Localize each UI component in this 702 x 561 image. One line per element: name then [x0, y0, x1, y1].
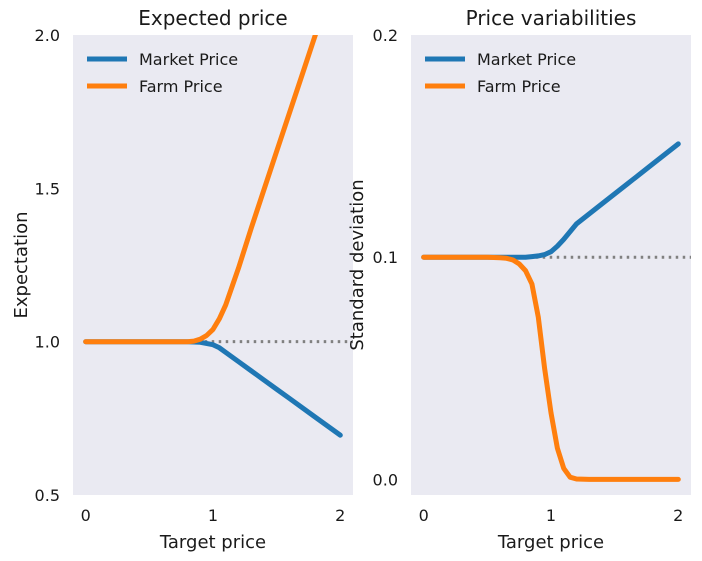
price-variabilities-xtick-label: 1 [546, 506, 556, 525]
price-variabilities-ytick-label: 0.0 [373, 470, 398, 489]
expected-price-ytick-label: 1.5 [35, 179, 60, 198]
expected-price-ytick-label: 1.0 [35, 333, 60, 352]
expected-price-ytick-label: 2.0 [35, 26, 60, 45]
price-variabilities-ytick-label: 0.1 [373, 248, 398, 267]
expected-price-plot-area [73, 35, 353, 495]
expected-price-legend-label: Farm Price [139, 77, 223, 96]
price-variabilities-legend-label: Market Price [477, 50, 576, 69]
price-variabilities-panel: Price variabilities Target price Standar… [347, 6, 691, 553]
price-variabilities-xlabel: Target price [497, 532, 604, 553]
expected-price-title: Expected price [138, 6, 287, 30]
price-variabilities-legend-label: Farm Price [477, 77, 561, 96]
expected-price-legend-label: Market Price [139, 50, 238, 69]
expected-price-xlabel: Target price [159, 532, 266, 553]
price-variabilities-xtick-label: 2 [673, 506, 683, 525]
price-variabilities-title: Price variabilities [466, 6, 637, 30]
expected-price-ytick-label: 0.5 [35, 486, 60, 505]
expected-price-panel: Expected price Target price Expectation … [11, 0, 353, 553]
expected-price-xtick-label: 0 [81, 506, 91, 525]
expected-price-ylabel: Expectation [11, 212, 32, 319]
price-variabilities-ytick-label: 0.2 [373, 26, 398, 45]
expected-price-xtick-label: 2 [335, 506, 345, 525]
price-variabilities-xtick-label: 0 [419, 506, 429, 525]
expected-price-xtick-label: 1 [208, 506, 218, 525]
price-variabilities-ylabel: Standard deviation [347, 179, 368, 350]
